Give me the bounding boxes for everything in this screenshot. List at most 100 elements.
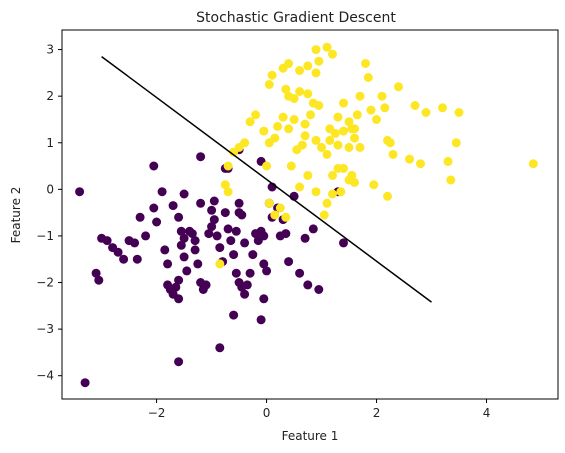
scatter-point-class0-32 (182, 266, 192, 276)
scatter-point-class1-91 (383, 191, 392, 201)
scatter-point-class0-64 (240, 289, 250, 299)
scatter-point-class1-87 (311, 187, 321, 197)
scatter-point-class0-36 (190, 236, 200, 246)
scatter-point-class1-13 (289, 94, 299, 103)
scatter-point-class1-32 (223, 161, 233, 171)
scatter-point-class1-84 (328, 189, 337, 199)
scatter-point-class1-71 (438, 103, 447, 113)
scatter-point-class1-59 (366, 105, 376, 115)
scatter-point-class1-36 (262, 161, 272, 171)
scatter-point-class0-24 (174, 275, 184, 285)
scatter-point-class1-96 (339, 126, 348, 136)
scatter-point-class0-61 (231, 268, 241, 278)
scatter-point-class1-17 (314, 101, 324, 110)
scatter-point-class1-95 (325, 135, 335, 145)
scatter-point-class0-87 (281, 229, 291, 239)
scatter-point-class0-3 (102, 236, 112, 246)
scatter-point-class1-0 (311, 45, 321, 55)
scatter-point-class0-17 (157, 187, 167, 197)
scatter-point-class1-14 (295, 87, 305, 96)
scatter-point-class0-19 (163, 259, 173, 269)
x-axis-label: Feature 1 (282, 429, 339, 443)
scatter-point-class0-93 (308, 224, 318, 234)
scatter-point-class0-92 (303, 280, 313, 290)
scatter-point-class0-76 (229, 310, 239, 320)
scatter-point-class0-37 (190, 245, 200, 255)
y-axis-label: Feature 2 (9, 187, 23, 244)
scatter-point-class0-43 (204, 229, 214, 239)
scatter-point-class1-97 (350, 124, 359, 134)
scatter-point-class1-33 (220, 180, 230, 190)
scatter-point-class1-2 (328, 49, 337, 59)
scatter-point-class0-52 (223, 224, 233, 234)
scatter-point-class1-28 (245, 117, 255, 127)
points-layer (75, 42, 538, 388)
scatter-point-class0-95 (339, 238, 348, 248)
y-tick-label: 3 (46, 43, 54, 57)
scatter-point-class1-26 (259, 126, 269, 136)
scatter-point-class0-75 (256, 315, 266, 325)
scatter-point-class1-83 (336, 187, 346, 197)
scatter-point-class1-9 (267, 70, 277, 80)
scatter-point-class0-46 (207, 205, 217, 215)
scatter-point-class0-15 (152, 217, 162, 227)
scatter-point-class0-27 (174, 212, 184, 222)
scatter-point-class0-4 (91, 268, 101, 278)
scatter-point-class1-49 (330, 128, 340, 138)
scatter-point-class0-45 (209, 215, 219, 225)
scatter-point-class0-55 (229, 250, 239, 260)
scatter-point-class0-74 (259, 294, 269, 304)
scatter-point-class0-18 (160, 245, 170, 255)
scatter-point-class0-7 (113, 247, 123, 257)
scatter-point-class1-72 (443, 156, 453, 166)
scatter-point-class1-60 (372, 115, 381, 124)
plot-frame (61, 29, 559, 400)
scatter-point-class0-91 (300, 233, 310, 243)
scatter-point-class0-38 (193, 259, 203, 269)
y-tick-label: 2 (46, 89, 54, 103)
scatter-point-class0-47 (209, 196, 219, 206)
scatter-point-class1-68 (410, 101, 420, 110)
scatter-point-class1-45 (311, 135, 321, 145)
scatter-point-class1-66 (394, 82, 403, 92)
scatter-point-class1-22 (278, 112, 288, 122)
scatter-point-class1-10 (264, 80, 274, 89)
scatter-point-class0-54 (226, 236, 236, 246)
scatter-point-class1-3 (314, 56, 324, 66)
scatter-point-class1-15 (303, 89, 313, 99)
chart-title: Stochastic Gradient Descent (196, 10, 396, 26)
scatter-point-class0-77 (215, 343, 225, 353)
scatter-point-class1-40 (281, 212, 291, 222)
scatter-point-class1-39 (275, 203, 285, 213)
y-tick-label: −1 (36, 229, 54, 243)
scatter-point-class1-92 (355, 142, 365, 152)
scatter-point-class1-74 (451, 138, 461, 148)
scatter-point-class1-88 (303, 170, 313, 180)
scatter-point-class0-16 (149, 161, 159, 171)
scatter-point-class0-73 (262, 266, 272, 276)
scatter-point-class1-43 (297, 140, 307, 150)
scatter-point-class0-59 (237, 210, 247, 220)
scatter-point-class1-58 (363, 73, 373, 82)
scatter-point-class0-14 (149, 203, 159, 213)
scatter-point-class0-65 (242, 280, 252, 290)
scatter-point-class1-55 (352, 110, 362, 120)
scatter-point-class1-70 (421, 108, 431, 117)
y-axis: −4 −3 −2 −1 0 1 2 3 (36, 43, 62, 383)
scatter-point-class1-57 (361, 59, 370, 68)
y-tick-label: 1 (46, 136, 54, 150)
line-layer (101, 55, 432, 303)
scatter-point-class1-67 (405, 154, 414, 164)
scatter-point-class0-10 (130, 238, 140, 248)
scatter-point-class1-81 (347, 170, 357, 180)
scatter-point-class1-44 (300, 131, 310, 141)
scatter-point-class1-69 (416, 159, 425, 169)
scatter-point-class0-11 (132, 254, 142, 264)
scatter-point-class0-56 (231, 226, 241, 236)
scatter-point-class0-40 (196, 198, 206, 208)
scatter-point-class1-6 (295, 66, 305, 75)
scatter-point-class1-20 (289, 115, 299, 124)
scatter-point-class1-61 (377, 91, 387, 101)
scatter-point-class1-18 (306, 110, 315, 120)
